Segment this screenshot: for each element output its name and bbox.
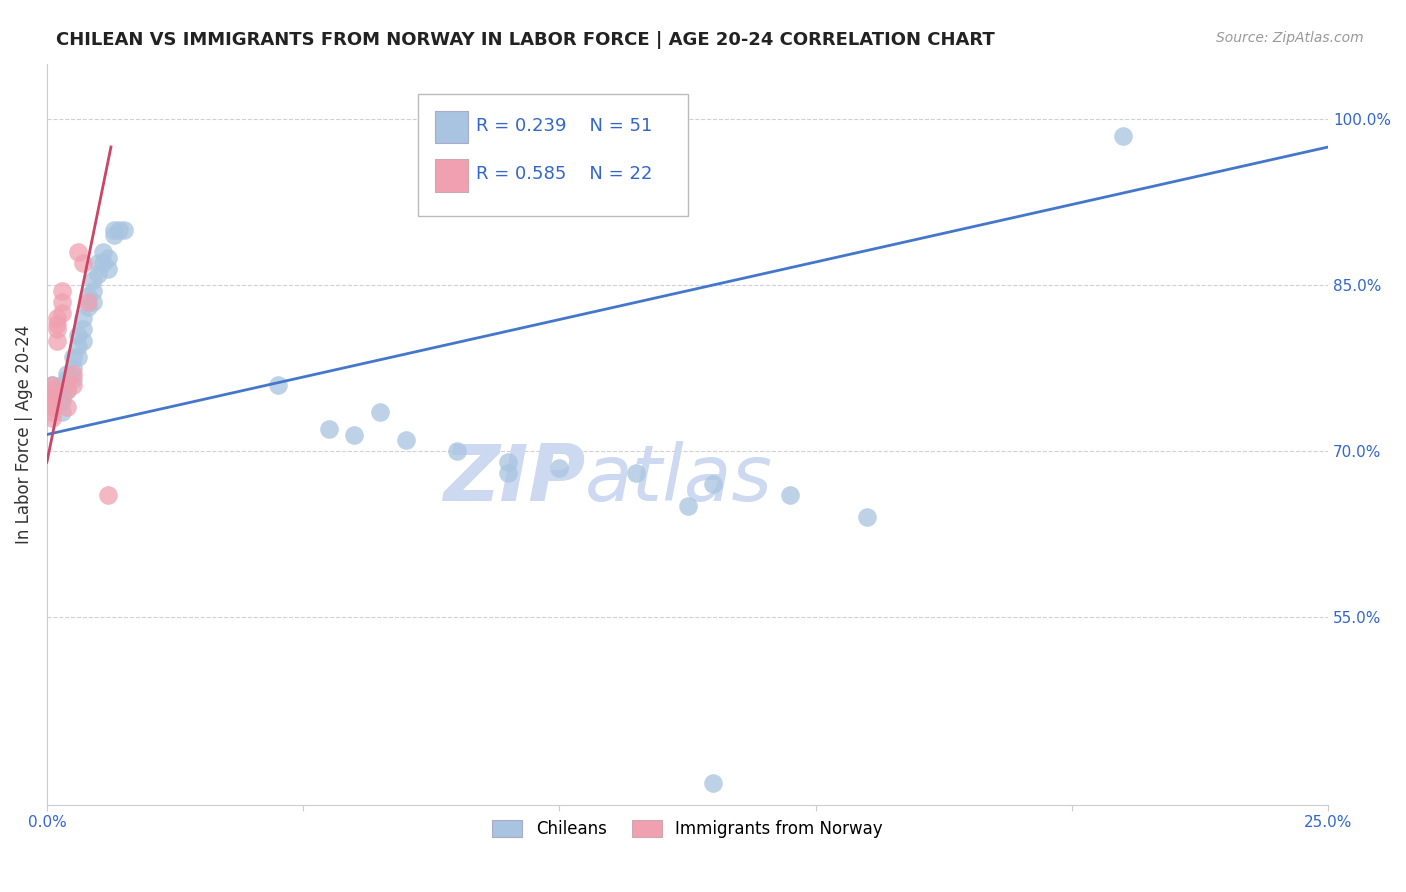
Point xyxy=(97,488,120,502)
Point xyxy=(46,311,69,326)
Point xyxy=(66,328,89,343)
Point xyxy=(51,306,73,320)
Point xyxy=(103,223,125,237)
Point xyxy=(66,245,89,260)
Point xyxy=(41,384,63,398)
Point xyxy=(446,444,468,458)
Point xyxy=(91,245,114,260)
Point xyxy=(51,394,73,409)
Point xyxy=(46,384,69,398)
Point xyxy=(77,294,100,309)
Point xyxy=(41,389,63,403)
Point xyxy=(97,261,120,276)
Text: Source: ZipAtlas.com: Source: ZipAtlas.com xyxy=(1216,31,1364,45)
Point xyxy=(82,284,104,298)
Point xyxy=(41,377,63,392)
Point xyxy=(87,267,110,281)
Point xyxy=(97,251,120,265)
Text: ZIP: ZIP xyxy=(443,441,585,517)
Point xyxy=(41,411,63,425)
Point xyxy=(112,223,135,237)
Y-axis label: In Labor Force | Age 20-24: In Labor Force | Age 20-24 xyxy=(15,325,32,544)
Text: R = 0.585    N = 22: R = 0.585 N = 22 xyxy=(477,165,652,183)
Point xyxy=(51,284,73,298)
Point xyxy=(626,467,648,481)
Point xyxy=(72,322,94,336)
Point xyxy=(72,256,94,270)
Point xyxy=(72,334,94,348)
Legend: Chileans, Immigrants from Norway: Chileans, Immigrants from Norway xyxy=(485,814,889,845)
Point xyxy=(266,377,288,392)
Point xyxy=(51,389,73,403)
Point xyxy=(779,488,801,502)
Point xyxy=(702,477,724,491)
Point xyxy=(56,367,79,381)
Point xyxy=(318,422,340,436)
Point xyxy=(702,776,724,790)
Point xyxy=(62,372,84,386)
Point xyxy=(56,384,79,398)
Point xyxy=(46,322,69,336)
Point xyxy=(77,289,100,303)
Point xyxy=(66,350,89,364)
Point xyxy=(676,500,699,514)
Point xyxy=(395,433,418,447)
Text: R = 0.239    N = 51: R = 0.239 N = 51 xyxy=(477,117,652,135)
Point xyxy=(368,405,391,419)
Point xyxy=(51,294,73,309)
Point xyxy=(56,400,79,414)
FancyBboxPatch shape xyxy=(434,111,468,144)
Point xyxy=(46,334,69,348)
Point xyxy=(82,273,104,287)
Point xyxy=(72,311,94,326)
Point xyxy=(91,256,114,270)
Point xyxy=(46,389,69,403)
Point xyxy=(62,361,84,376)
Point xyxy=(107,223,129,237)
Point xyxy=(51,405,73,419)
Point xyxy=(62,350,84,364)
Point xyxy=(856,510,879,524)
Text: CHILEAN VS IMMIGRANTS FROM NORWAY IN LABOR FORCE | AGE 20-24 CORRELATION CHART: CHILEAN VS IMMIGRANTS FROM NORWAY IN LAB… xyxy=(56,31,995,49)
Point xyxy=(62,377,84,392)
Point xyxy=(77,301,100,315)
Point xyxy=(41,394,63,409)
FancyBboxPatch shape xyxy=(419,94,688,216)
Point xyxy=(56,384,79,398)
Point xyxy=(56,372,79,386)
Point xyxy=(66,339,89,353)
Text: atlas: atlas xyxy=(585,441,773,517)
Point xyxy=(51,377,73,392)
Point xyxy=(103,228,125,243)
Point xyxy=(51,384,73,398)
Point xyxy=(41,405,63,419)
Point xyxy=(46,317,69,331)
Point xyxy=(87,256,110,270)
Point xyxy=(41,377,63,392)
Point xyxy=(82,294,104,309)
Point xyxy=(343,427,366,442)
Point xyxy=(1112,128,1135,143)
FancyBboxPatch shape xyxy=(434,159,468,192)
Point xyxy=(548,460,571,475)
Point xyxy=(62,367,84,381)
Point xyxy=(496,467,519,481)
Point xyxy=(496,455,519,469)
Point xyxy=(41,400,63,414)
